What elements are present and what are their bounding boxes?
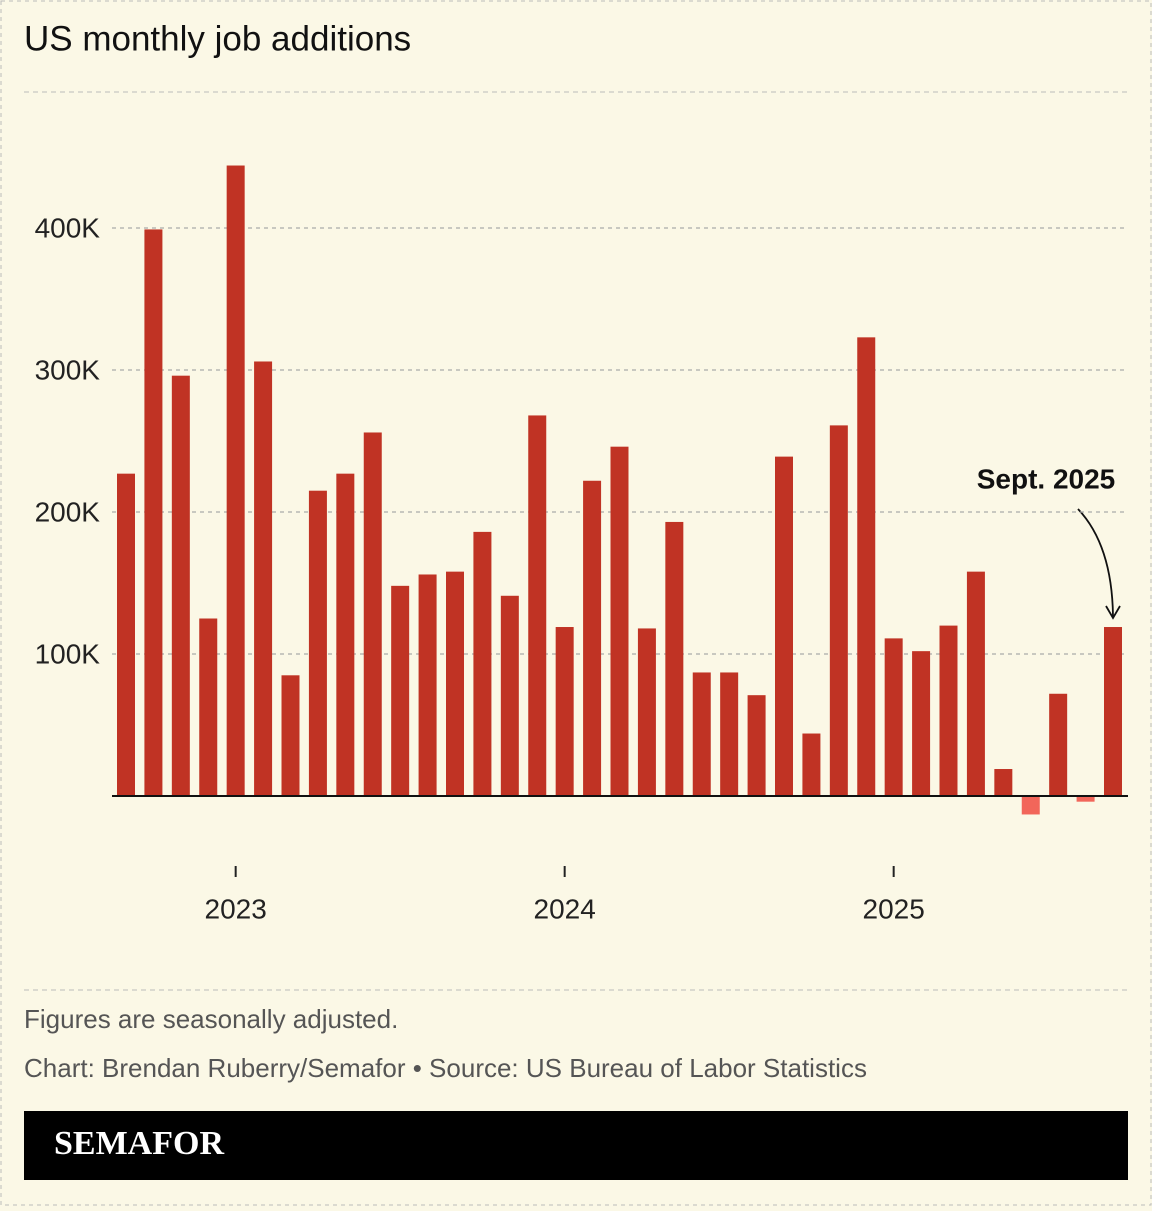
bar: [473, 531, 492, 796]
y-tick-label: 200K: [35, 496, 101, 527]
bar: [720, 672, 739, 796]
bar: [994, 769, 1013, 796]
bar: [857, 337, 876, 796]
annotation-arrow: [1077, 508, 1114, 617]
chart-title: US monthly job additions: [24, 19, 411, 58]
bar: [555, 627, 574, 796]
bar: [446, 571, 464, 796]
bar: [336, 473, 355, 796]
bar: [171, 375, 190, 796]
bar: [144, 229, 163, 797]
bar: [418, 574, 437, 796]
bar: [665, 521, 684, 796]
x-tick-label: 2023: [205, 893, 267, 924]
bar: [747, 695, 766, 796]
y-tick-label: 400K: [35, 212, 101, 243]
y-tick-label: 100K: [35, 638, 101, 669]
arrow-head: [1105, 605, 1121, 620]
bar: [528, 415, 547, 796]
bar: [829, 425, 848, 796]
bar: [363, 432, 382, 796]
bar: [117, 473, 135, 796]
bar: [610, 446, 629, 796]
x-tick-label: 2024: [534, 893, 596, 924]
bar: [583, 480, 602, 796]
note: Figures are seasonally adjusted.: [24, 1004, 398, 1034]
bar: [884, 638, 903, 796]
annotation: Sept. 2025: [977, 463, 1116, 494]
bar: [226, 165, 245, 796]
bar: [912, 651, 931, 796]
bar: [254, 361, 273, 796]
bar: [802, 733, 821, 796]
brand: SEMAFOR: [54, 1125, 224, 1162]
x-tick-label: 2025: [863, 893, 925, 924]
bar: [281, 675, 300, 796]
bar: [692, 672, 711, 796]
bar: [1076, 796, 1095, 802]
bar: [775, 456, 793, 796]
bar: [308, 490, 327, 796]
y-tick-label: 300K: [35, 354, 101, 385]
bar: [391, 585, 410, 796]
bar: [500, 595, 519, 796]
brand-bar: [24, 1111, 1128, 1180]
bar: [637, 628, 656, 796]
bar: [199, 618, 218, 796]
bar: [966, 571, 985, 796]
bar: [939, 625, 958, 796]
bar: [1021, 796, 1040, 815]
bar: [1104, 627, 1122, 796]
source: Chart: Brendan Ruberry/Semafor • Source:…: [24, 1053, 867, 1083]
bar: [1049, 693, 1068, 796]
